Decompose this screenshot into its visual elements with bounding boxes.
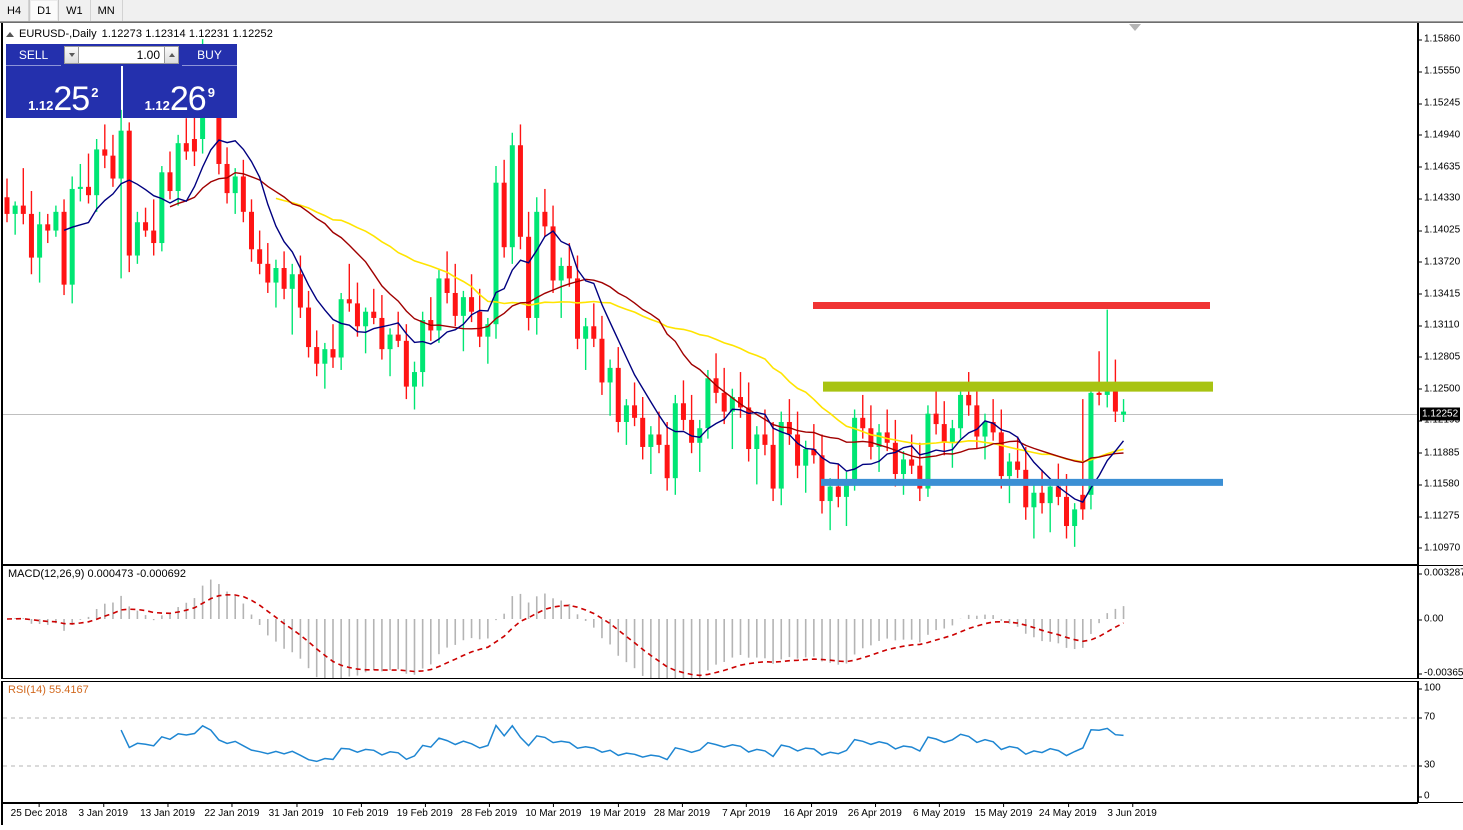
buy-price-big: 26 (169, 80, 207, 118)
macd-tick-label: 0.00 (1418, 613, 1444, 625)
date-tick-label: 13 Jan 2019 (140, 803, 196, 819)
date-tick-label: 3 Jan 2019 (78, 803, 129, 819)
price-tick-label: 1.14025 (1418, 224, 1461, 236)
date-tick-label: 15 May 2019 (974, 803, 1033, 819)
chart-symbol-header: EURUSD-,Daily 1.12273 1.12314 1.12231 1.… (6, 28, 273, 40)
rsi-tick-label: 0 (1419, 790, 1430, 802)
date-tick-label: 3 Jun 2019 (1107, 803, 1157, 819)
tab-mn-label: MN (97, 4, 115, 17)
buy-price-prefix: 1.12 (144, 98, 170, 113)
rsi-scale[interactable]: 100 70 30 0 (1418, 681, 1463, 803)
sell-price-prefix: 1.12 (28, 98, 54, 113)
macd-tick-label: -0.003659 (1418, 668, 1463, 679)
volume-input[interactable]: 1.00 (79, 46, 164, 64)
volume-increment-button[interactable] (164, 46, 179, 64)
macd-chart-svg (6, 579, 1125, 678)
price-tick-label: 1.15860 (1418, 33, 1461, 45)
sell-price-big: 25 (53, 80, 90, 118)
rsi-tick-label: 100 (1419, 682, 1441, 694)
price-tick-label: 1.14635 (1418, 161, 1461, 173)
one-click-trading-panel: SELL 1.00 BUY 1.12 25 2 (6, 44, 237, 118)
macd-tick-label: 0.003287 (1419, 568, 1463, 579)
tab-w1-label: W1 (66, 4, 83, 17)
rsi-chart-svg (3, 717, 1417, 767)
buy-price-fraction: 9 (207, 85, 215, 100)
chart-canvas-area[interactable]: EURUSD-,Daily 1.12273 1.12314 1.12231 1.… (0, 22, 1463, 830)
date-tick-label: 26 Apr 2019 (847, 803, 902, 819)
volume-decrement-button[interactable] (64, 46, 79, 64)
date-scale[interactable]: 25 Dec 2018 3 Jan 2019 13 Jan 2019 22 Jan 2… (1, 803, 1418, 825)
price-tick-label: 1.13720 (1418, 256, 1461, 268)
current-price-label: 1.12252 (1420, 407, 1461, 421)
price-tick-label: 1.13110 (1418, 319, 1460, 331)
date-tick-label: 10 Feb 2019 (332, 803, 389, 819)
price-chart-pane[interactable] (1, 23, 1418, 565)
date-tick-label: 31 Jan 2019 (268, 803, 324, 819)
date-tick-label: 25 Dec 2018 (10, 803, 68, 819)
price-tick-label: 1.14940 (1418, 129, 1461, 141)
sell-button[interactable]: 1.12 25 2 (6, 66, 121, 118)
buy-button[interactable]: 1.12 26 9 (122, 66, 237, 118)
macd-scale[interactable]: 0.003287 0.00 -0.003659 (1418, 565, 1463, 679)
tab-d1-label: D1 (37, 4, 52, 17)
sell-price-fraction: 2 (91, 85, 99, 100)
volume-control: 1.00 (61, 44, 182, 66)
price-tick-label: 1.15245 (1418, 97, 1461, 109)
volume-value: 1.00 (136, 48, 160, 62)
rsi-tick-label: 70 (1418, 711, 1436, 723)
timeframe-tab-bar: H4 D1 W1 MN (0, 0, 1463, 22)
date-tick-label: 22 Jan 2019 (204, 803, 260, 819)
buy-label-text: BUY (197, 47, 222, 62)
date-tick-label: 7 Apr 2019 (722, 803, 771, 819)
price-tick-label: 1.10970 (1418, 542, 1461, 554)
price-tick-label: 1.12805 (1418, 351, 1461, 363)
price-tick-label: 1.11885 (1418, 447, 1460, 459)
price-tick-label: 1.12500 (1418, 383, 1461, 395)
tab-h4[interactable]: H4 (0, 0, 30, 21)
date-tick-label: 24 May 2019 (1038, 803, 1097, 819)
rsi-indicator-pane[interactable]: RSI(14) 55.4167 (1, 681, 1418, 803)
tab-bar-filler (122, 0, 1463, 21)
date-tick-label: 28 Feb 2019 (461, 803, 518, 819)
buy-label-button[interactable]: BUY (182, 44, 237, 66)
sell-price: 1.12 25 2 (28, 82, 98, 116)
chart-shift-marker-icon[interactable] (1129, 24, 1141, 31)
price-tick-label: 1.14330 (1418, 192, 1461, 204)
trade-panel-top-row: SELL 1.00 BUY (6, 44, 237, 66)
caret-down-icon (68, 53, 75, 57)
date-tick-label: 28 Mar 2019 (653, 803, 711, 819)
price-tick-label: 1.15550 (1418, 65, 1461, 77)
date-tick-label: 19 Mar 2019 (589, 803, 646, 819)
buy-price: 1.12 26 9 (145, 82, 215, 116)
price-chart-svg (3, 39, 1417, 547)
date-tick-label: 16 Apr 2019 (783, 803, 838, 819)
sell-label-text: SELL (18, 47, 49, 62)
chart-ohlc-values: 1.12273 1.12314 1.12231 1.12252 (101, 28, 273, 40)
price-tick-label: 1.11275 (1418, 510, 1460, 522)
macd-indicator-pane[interactable]: MACD(12,26,9) 0.000473 -0.000692 (1, 565, 1418, 679)
trade-panel-price-row: 1.12 25 2 1.12 26 9 (6, 66, 237, 118)
tab-h4-label: H4 (7, 4, 22, 17)
date-tick-label: 6 May 2019 (913, 803, 966, 819)
sell-label-button[interactable]: SELL (6, 44, 61, 66)
tab-w1[interactable]: W1 (59, 0, 91, 21)
triangle-up-icon[interactable] (6, 31, 14, 37)
price-tick-label: 1.13415 (1418, 288, 1461, 299)
caret-up-icon (168, 53, 175, 57)
price-tick-label: 1.11580 (1418, 478, 1460, 490)
rsi-tick-label: 30 (1418, 759, 1436, 771)
tab-d1[interactable]: D1 (29, 0, 60, 21)
date-tick-label: 10 Mar 2019 (525, 803, 582, 819)
date-tick-label: 19 Feb 2019 (396, 803, 453, 819)
chart-symbol-label: EURUSD-,Daily (19, 28, 97, 40)
tab-mn[interactable]: MN (90, 0, 123, 21)
price-scale[interactable]: 1.15860 1.15550 1.15245 1.14940 1.14635 1.143… (1418, 23, 1463, 565)
